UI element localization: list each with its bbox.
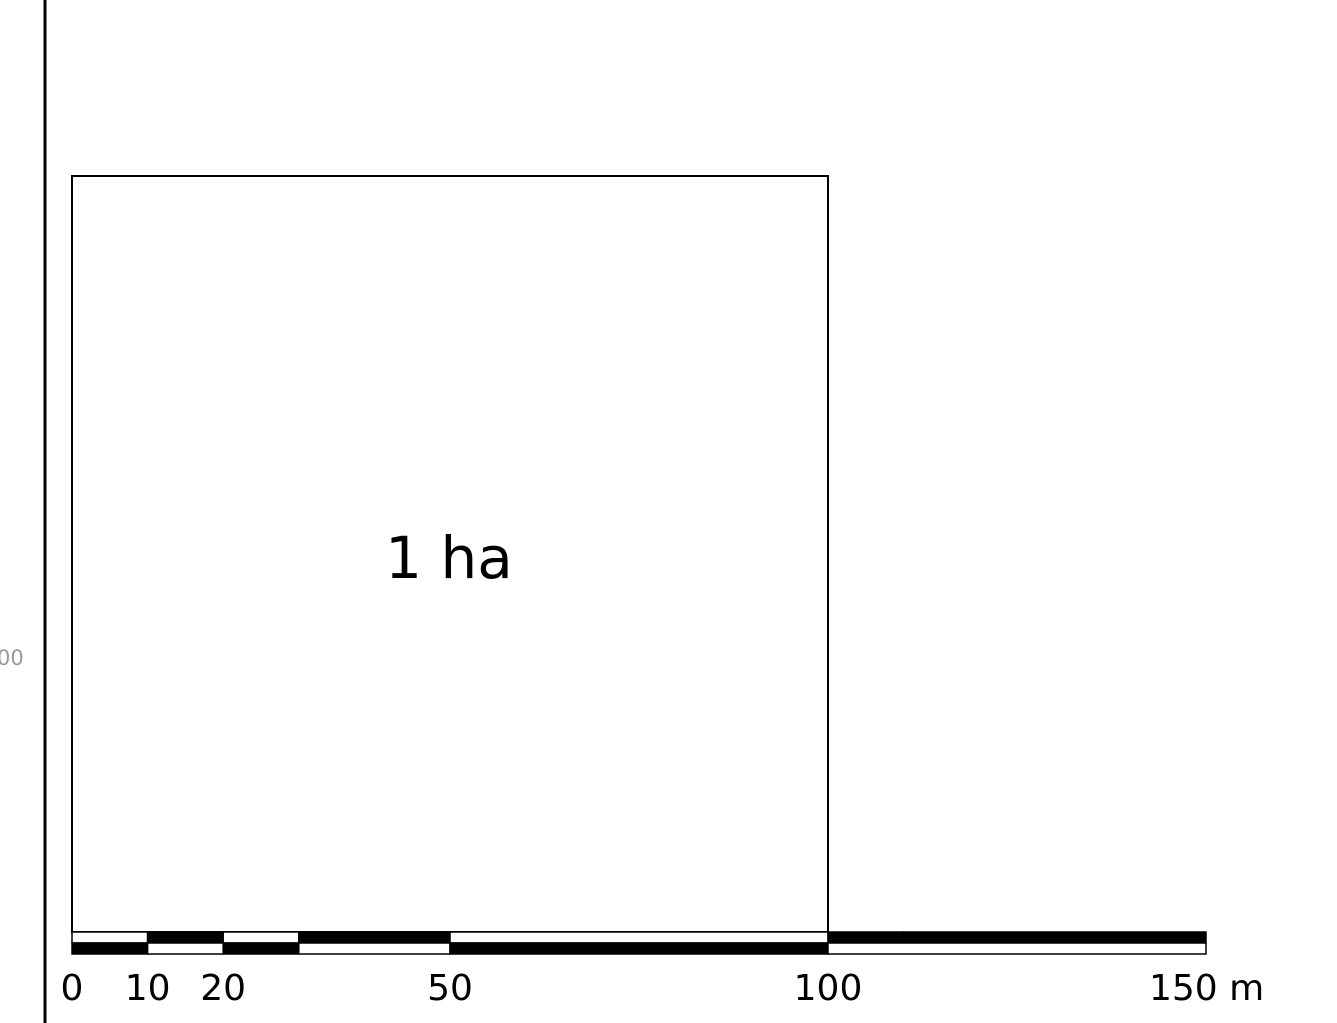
scale-segment-top-7	[902, 931, 1207, 944]
scale-segment-bottom-0	[71, 942, 149, 955]
edge-label: 00	[0, 646, 24, 670]
scale-segment-bottom-4	[449, 942, 829, 955]
scale-tick-label: 0	[61, 968, 84, 1009]
scale-segment-bottom-3	[298, 942, 451, 955]
scale-segment-top-0	[71, 931, 149, 944]
scale-labels: 0 10 20 50 100 150 m	[61, 968, 1265, 1009]
scale-segment-top-2	[222, 931, 300, 944]
scale-segment-top-6	[827, 931, 905, 944]
scale-segment-top-1	[146, 931, 224, 944]
area-label: 1 ha	[385, 524, 513, 592]
scale-tick-label: 100	[794, 968, 863, 1009]
scale-tick-label: 10	[125, 968, 171, 1009]
scale-segment-bottom-1	[146, 942, 224, 955]
scale-segment-bottom-2	[222, 942, 300, 955]
scale-segment-top-5	[449, 931, 829, 944]
scale-tick-label: 50	[427, 968, 473, 1009]
scale-tick-label: 20	[200, 968, 246, 1009]
scale-tick-label: 150 m	[1149, 968, 1264, 1009]
scale-segment-bottom-5	[827, 942, 1207, 955]
scale-segment-top-4	[373, 931, 451, 944]
scale-bar	[71, 931, 1207, 955]
scale-segment-top-3	[298, 931, 376, 944]
